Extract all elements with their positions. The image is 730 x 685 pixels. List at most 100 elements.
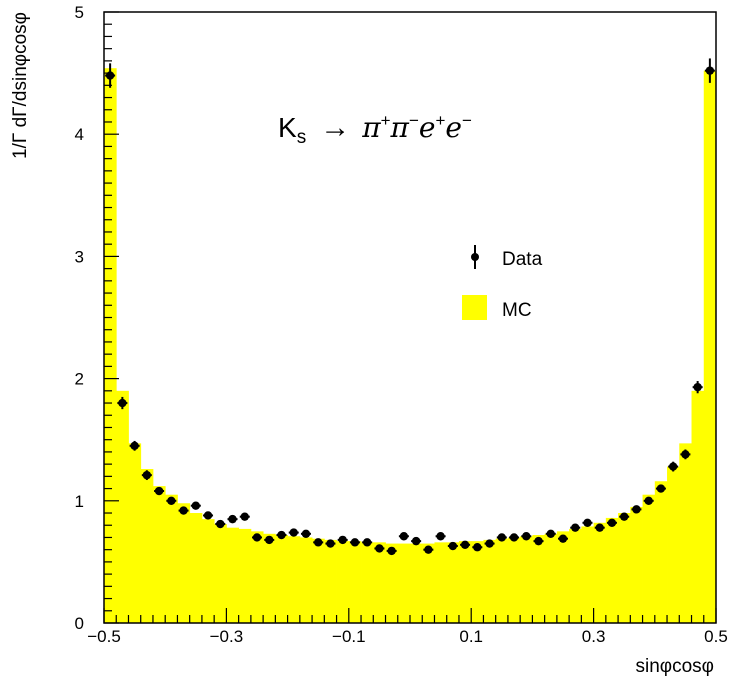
mc-histogram	[104, 68, 717, 624]
y-tick-label: 2	[75, 370, 84, 389]
data-point	[509, 533, 520, 542]
data-point	[496, 533, 507, 542]
mc-bar	[544, 533, 558, 623]
mc-bar	[348, 541, 362, 623]
axis-ticks	[103, 11, 717, 624]
data-point	[619, 512, 630, 521]
y-tick-label: 3	[75, 247, 84, 266]
mc-bar	[507, 537, 521, 623]
data-point	[460, 540, 471, 549]
mc-bar	[691, 390, 705, 623]
legend: Data MC	[462, 245, 543, 321]
x-tick-label: −0.3	[210, 627, 244, 646]
legend-data-label: Data	[502, 249, 543, 270]
data-point	[141, 470, 152, 481]
data-point	[203, 511, 214, 520]
data-point	[594, 523, 605, 532]
data-point	[239, 512, 250, 521]
data-point	[166, 496, 177, 505]
mc-bar	[569, 528, 582, 623]
mc-bar	[299, 537, 313, 623]
y-tick-label: 0	[75, 614, 84, 633]
mc-bar	[104, 68, 117, 624]
mc-bar	[189, 513, 203, 623]
mc-bar	[287, 536, 301, 623]
data-point	[668, 461, 679, 472]
data-point	[411, 536, 422, 546]
mc-bar	[214, 524, 227, 623]
data-point	[129, 440, 140, 451]
data-point	[484, 539, 495, 548]
data-point	[386, 546, 397, 556]
data-points	[105, 58, 715, 556]
data-point	[117, 396, 128, 410]
mc-bar	[495, 538, 509, 623]
mc-bar	[361, 542, 374, 623]
legend-data-marker	[471, 245, 479, 269]
data-point	[313, 538, 324, 547]
mc-bar	[152, 486, 166, 623]
x-tick-label: −0.1	[332, 627, 366, 646]
data-point	[558, 534, 568, 543]
data-point	[178, 506, 189, 515]
data-point	[545, 529, 556, 538]
data-point	[692, 381, 703, 394]
mc-bar	[373, 542, 386, 623]
data-point	[325, 539, 336, 548]
data-point	[704, 58, 715, 83]
y-tick-label: 4	[75, 125, 84, 144]
mc-bar	[140, 469, 154, 623]
mc-bar	[116, 390, 129, 623]
mc-bar	[275, 535, 288, 623]
mc-bar	[397, 543, 411, 623]
mc-bar	[165, 494, 178, 623]
mc-bar	[446, 542, 460, 623]
mc-bar	[263, 533, 276, 623]
mc-bar	[336, 541, 350, 623]
mc-bar	[532, 535, 546, 623]
mc-bar	[410, 543, 423, 623]
mc-bar	[618, 513, 631, 623]
data-point	[423, 545, 434, 554]
data-point	[606, 518, 617, 527]
mc-bar	[201, 519, 215, 623]
data-point	[337, 535, 348, 545]
x-tick-label: 0.5	[704, 627, 728, 646]
mc-bar	[593, 522, 607, 623]
data-point	[154, 486, 165, 496]
data-point	[374, 544, 385, 553]
legend-mc-label: MC	[502, 300, 532, 321]
x-axis-label: sinφcosφ	[636, 656, 715, 677]
mc-bar	[483, 539, 497, 623]
mc-bar	[703, 70, 717, 623]
data-point	[252, 533, 262, 542]
mc-bar	[679, 443, 692, 623]
x-tick-label: 0.3	[582, 627, 606, 646]
process-annotation: Ks → π+π−e+e−	[278, 111, 472, 148]
mc-bar	[312, 538, 325, 623]
mc-bar	[177, 503, 191, 623]
data-point	[435, 532, 446, 541]
data-point	[631, 505, 642, 514]
mc-bar	[422, 543, 435, 623]
mc-bar	[642, 494, 656, 623]
mc-bar	[556, 531, 570, 623]
data-point	[643, 496, 654, 505]
data-point	[582, 518, 593, 527]
x-tick-label: −0.5	[87, 627, 121, 646]
data-point	[398, 532, 409, 541]
data-point	[190, 501, 201, 510]
mc-bar	[385, 543, 399, 623]
data-point	[680, 449, 691, 460]
x-tick-label: 0.1	[459, 627, 483, 646]
data-point	[215, 519, 226, 529]
y-axis-label: 1/Γ dΓ/dsinφcosφ	[10, 12, 31, 159]
data-point	[276, 530, 287, 540]
data-point	[288, 528, 299, 537]
mc-bar	[238, 528, 252, 623]
mc-bar	[458, 541, 472, 623]
data-point	[300, 529, 311, 538]
mc-bar	[434, 542, 448, 623]
